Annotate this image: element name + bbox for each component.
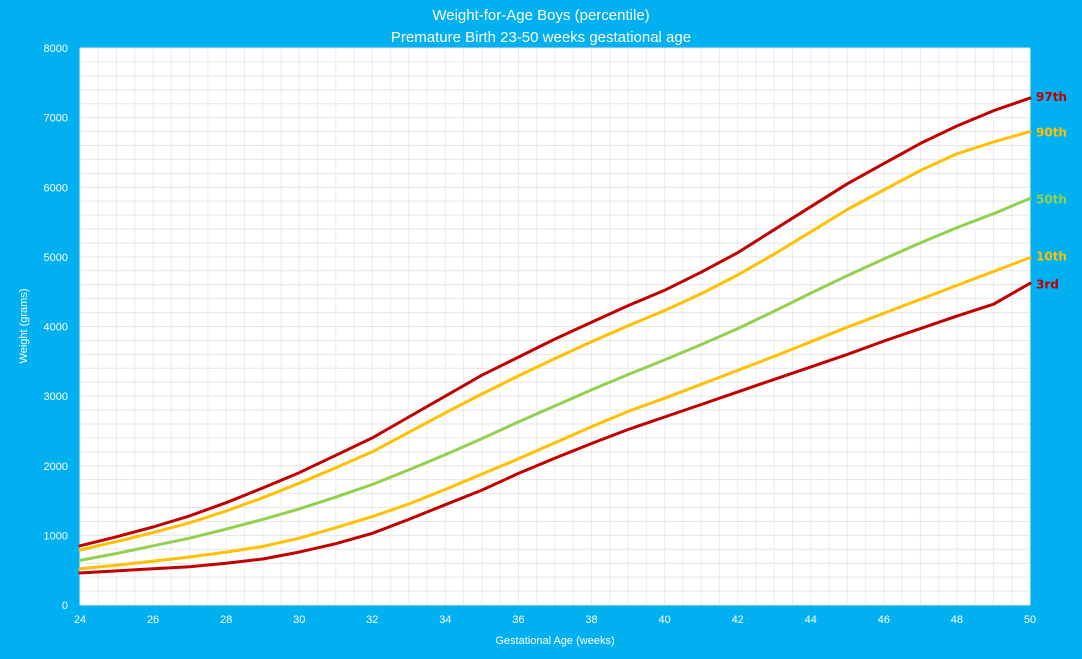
tick-layer: 0 1000 2000 3000 4000 5000 6000 7000 8000 24 26 28 3…: [44, 43, 1037, 626]
x-tick-label: 38: [585, 614, 597, 626]
x-tick-label: 42: [732, 614, 744, 626]
x-tick-label: 32: [366, 614, 378, 626]
y-tick-label: 5000: [44, 252, 68, 264]
y-tick-label: 4000: [44, 322, 68, 334]
x-tick-label: 24: [74, 614, 86, 626]
y-tick-label: 3000: [44, 391, 68, 403]
chart-subtitle: Premature Birth 23-50 weeks gestational …: [391, 29, 691, 46]
series-end-label-10th: 10th: [1036, 250, 1067, 264]
series-end-label-3rd: 3rd: [1036, 277, 1059, 291]
y-tick-label: 6000: [44, 182, 68, 194]
x-axis-label: Gestational Age (weeks): [495, 635, 614, 647]
series-line-10th: [78, 256, 1032, 571]
series-layer: [78, 96, 1032, 575]
series-end-label-90th: 90th: [1036, 126, 1067, 140]
y-tick-label: 2000: [44, 461, 68, 473]
x-tick-label: 34: [439, 614, 451, 626]
x-tick-label: 46: [878, 614, 890, 626]
x-tick-label: 44: [805, 614, 817, 626]
x-tick-label: 36: [512, 614, 524, 626]
x-tick-label: 40: [658, 614, 670, 626]
series-end-label-97th: 97th: [1036, 90, 1067, 104]
chart-title: Weight-for-Age Boys (percentile): [432, 7, 649, 24]
y-tick-label: 8000: [44, 43, 68, 55]
x-tick-label: 50: [1024, 614, 1036, 626]
series-label-layer: 97th 90th 50th 10th 3rd: [1036, 90, 1067, 291]
series-line-50th: [78, 196, 1032, 562]
y-axis-label: Weight (grams): [18, 289, 30, 364]
series-end-label-50th: 50th: [1036, 192, 1067, 206]
x-tick-label: 28: [220, 614, 232, 626]
series-line-97th: [78, 96, 1032, 548]
x-tick-label: 26: [147, 614, 159, 626]
x-tick-label: 30: [293, 614, 305, 626]
y-tick-label: 0: [62, 600, 68, 612]
x-tick-label: 48: [951, 614, 963, 626]
series-line-90th: [78, 130, 1032, 552]
y-tick-label: 7000: [44, 113, 68, 125]
y-tick-label: 1000: [44, 530, 68, 542]
series-line-3rd: [78, 281, 1032, 575]
grid-layer: [79, 47, 1031, 606]
